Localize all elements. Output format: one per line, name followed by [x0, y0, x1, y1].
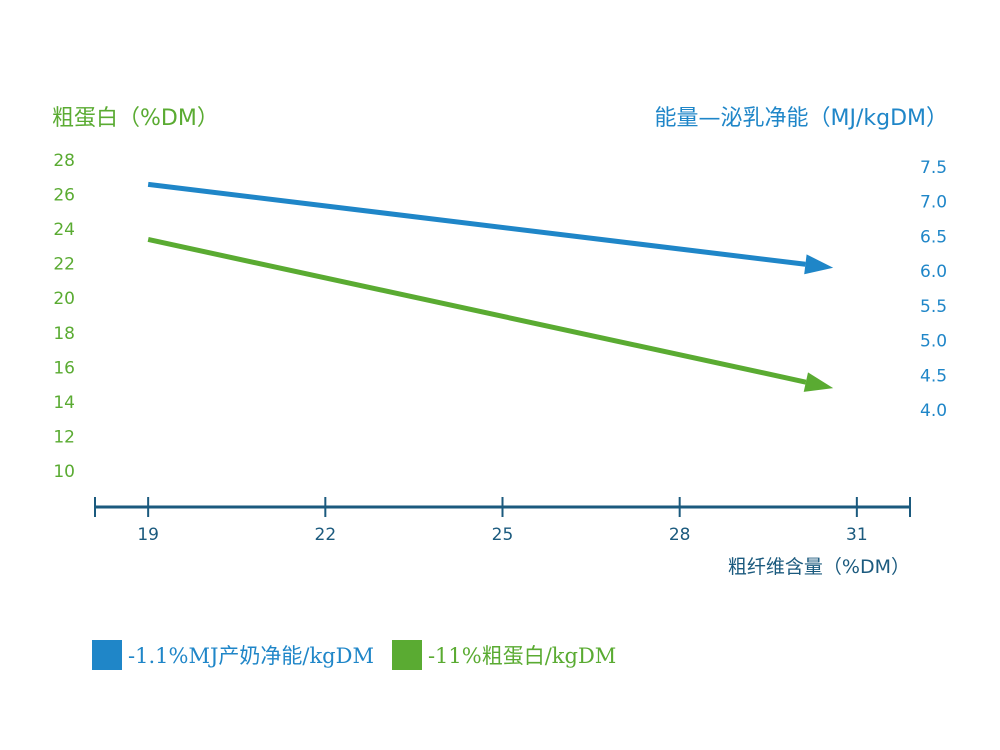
right-axis-title: 能量—泌乳净能（MJ/kgDM） [654, 106, 948, 131]
right-tick-label-4.0: 4.0 [920, 401, 947, 421]
right-tick-label-4.5: 4.5 [920, 366, 947, 386]
left-tick-label-12: 12 [53, 427, 75, 447]
left-tick-label-18: 18 [53, 324, 75, 344]
left-axis-title: 粗蛋白（%DM） [52, 106, 219, 131]
right-tick-labels: 4.0 4.5 5.0 5.5 6.0 6.5 7.0 7.5 [920, 158, 947, 421]
left-tick-label-28: 28 [53, 151, 75, 171]
left-tick-label-14: 14 [53, 393, 75, 413]
series-line-1 [147, 237, 807, 385]
legend-swatch-protein [391, 640, 422, 670]
right-tick-label-5.0: 5.0 [920, 332, 947, 352]
legend-item-protein: -11%粗蛋白/kgDM [391, 640, 617, 670]
x-tick-label-19: 19 [137, 525, 159, 545]
left-tick-label-24: 24 [53, 220, 75, 240]
series-layer [147, 181, 834, 392]
left-tick-label-20: 20 [53, 289, 75, 309]
legend-label-energy: -1.1%MJ产奶净能/kgDM [128, 644, 374, 668]
left-tick-label-16: 16 [53, 358, 75, 378]
legend: -1.1%MJ产奶净能/kgDM -11%粗蛋白/kgDM [92, 640, 634, 670]
left-gridlines [95, 159, 910, 472]
legend-label-protein: -11%粗蛋白/kgDM [427, 644, 617, 668]
series-arrowhead-1 [803, 372, 834, 392]
series-line-0 [147, 181, 806, 267]
series-arrowhead-0 [804, 254, 834, 275]
x-axis: 19 22 25 28 31 [94, 497, 911, 545]
x-tick-label-31: 31 [846, 525, 868, 545]
right-tick-label-6.0: 6.0 [920, 262, 947, 282]
left-tick-label-26: 26 [53, 186, 75, 206]
right-tick-label-6.5: 6.5 [920, 227, 947, 247]
left-tick-label-10: 10 [53, 462, 75, 482]
left-tick-labels: 10 12 14 16 18 20 22 24 26 28 [53, 151, 75, 482]
legend-swatch-energy [92, 640, 122, 670]
legend-item-energy: -1.1%MJ产奶净能/kgDM [92, 640, 374, 670]
x-tick-label-25: 25 [492, 525, 514, 545]
right-tick-label-7.5: 7.5 [920, 158, 947, 178]
x-tick-label-28: 28 [669, 525, 691, 545]
right-tick-label-5.5: 5.5 [920, 297, 947, 317]
left-tick-label-22: 22 [53, 255, 75, 275]
x-axis-title: 粗纤维含量（%DM） [727, 556, 910, 578]
x-tick-label-22: 22 [315, 525, 337, 545]
right-tick-label-7.0: 7.0 [920, 193, 947, 213]
right-gridlines [95, 166, 910, 411]
